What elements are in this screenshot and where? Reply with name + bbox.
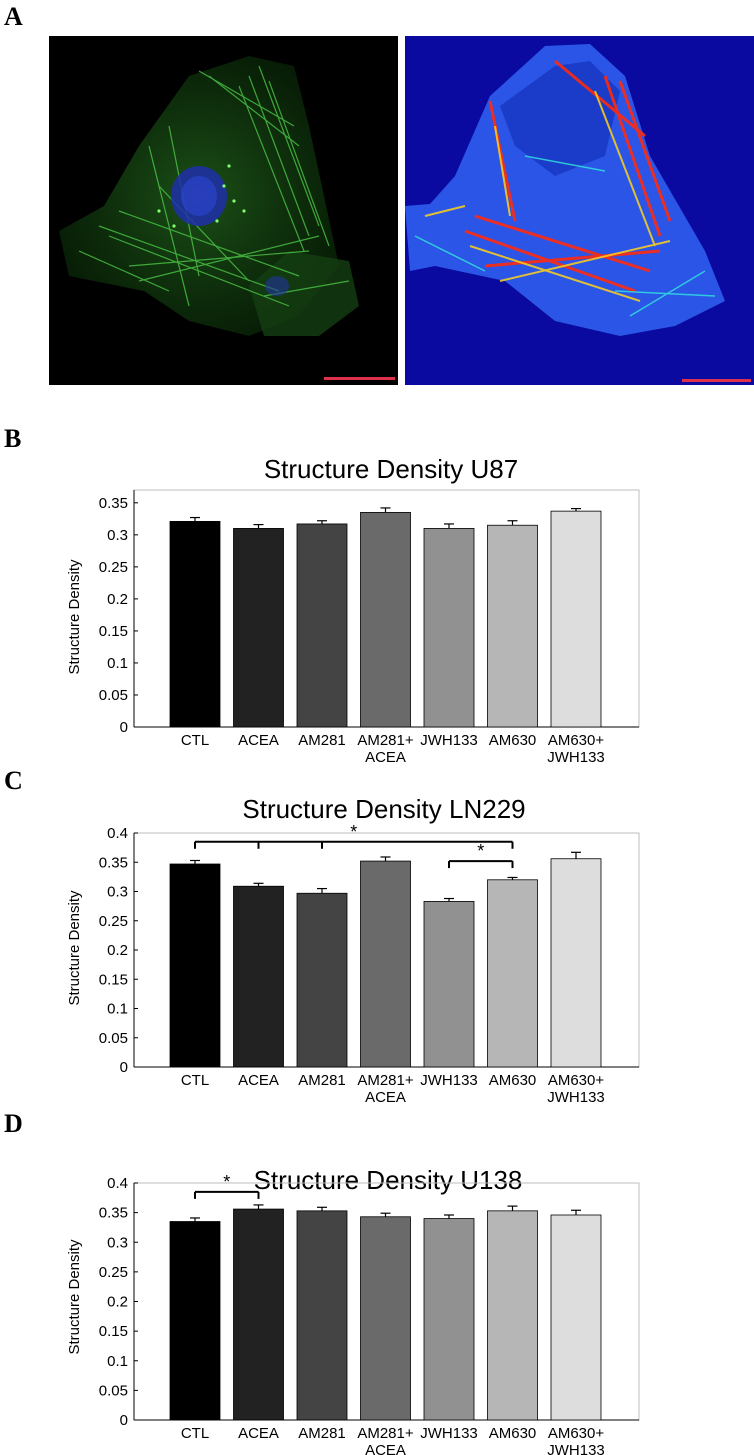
x-tick-label: AM630	[489, 1425, 537, 1442]
bar	[233, 1208, 284, 1421]
y-axis-label: Structure Density	[66, 559, 83, 675]
bar	[550, 858, 602, 1068]
bar	[169, 520, 221, 728]
bar	[169, 863, 221, 1068]
y-tick-label: 0.25	[99, 559, 128, 576]
x-tick-label: JWH133	[420, 1072, 478, 1089]
bar	[487, 1210, 538, 1421]
x-tick-label: ACEA	[238, 732, 279, 749]
bar	[169, 1221, 221, 1421]
bar	[233, 528, 284, 728]
y-tick-label: 0.3	[107, 1234, 128, 1251]
y-tick-label: 0.4	[107, 1175, 128, 1192]
y-tick-label: 0.35	[99, 854, 128, 871]
bar	[423, 528, 475, 728]
x-tick-label: CTL	[181, 1072, 209, 1089]
significance-star: *	[350, 822, 357, 842]
chart-title: Structure Density U138	[254, 1165, 523, 1195]
y-tick-label: 0.1	[107, 655, 128, 672]
bar	[487, 879, 538, 1068]
chart-title: Structure Density U87	[264, 454, 518, 484]
y-tick-label: 0.2	[107, 1294, 128, 1311]
x-tick-label: ACEA	[238, 1425, 279, 1442]
bar	[487, 524, 538, 728]
bar	[550, 1214, 602, 1421]
x-tick-label: AM281+ ACEA	[357, 1072, 414, 1106]
panel-label-c: C	[4, 766, 23, 795]
y-tick-label: 0	[120, 719, 128, 736]
x-tick-label: JWH133	[420, 732, 478, 749]
bar-chart-ln229: Structure Density LN229 Structure Densit…	[66, 794, 640, 1106]
x-tick-label: AM281	[298, 732, 346, 749]
bar	[360, 1216, 411, 1421]
x-tick-label: AM630+ JWH133	[547, 1425, 605, 1455]
y-tick-label: 0.05	[99, 687, 128, 704]
panel-label-a: A	[4, 2, 23, 31]
bar	[550, 510, 602, 728]
y-tick-label: 0	[120, 1412, 128, 1429]
bar	[423, 901, 475, 1068]
x-tick-label: AM630	[489, 1072, 537, 1089]
bar	[233, 885, 284, 1068]
significance-star: *	[223, 1172, 230, 1192]
panel-label-d: D	[4, 1109, 23, 1138]
y-axis-label: Structure Density	[66, 890, 83, 1006]
y-tick-label: 0.3	[107, 527, 128, 544]
x-tick-label: AM281	[298, 1425, 346, 1442]
structure-density-heatmap	[405, 36, 754, 385]
x-tick-label: JWH133	[420, 1425, 478, 1442]
y-tick-label: 0.25	[99, 913, 128, 930]
y-tick-label: 0.2	[107, 591, 128, 608]
y-tick-label: 0.15	[99, 623, 128, 640]
bar	[360, 860, 411, 1068]
x-tick-label: CTL	[181, 1425, 209, 1442]
y-tick-label: 0.05	[99, 1030, 128, 1047]
x-tick-label: AM630+ JWH133	[547, 732, 605, 766]
y-axis-label: Structure Density	[66, 1239, 83, 1355]
y-tick-label: 0.3	[107, 884, 128, 901]
y-tick-label: 0.15	[99, 971, 128, 988]
x-tick-label: AM281+ ACEA	[357, 1425, 414, 1455]
y-tick-label: 0.35	[99, 1205, 128, 1222]
y-tick-label: 0	[120, 1059, 128, 1076]
y-tick-label: 0.35	[99, 495, 128, 512]
fluorescence-micrograph	[49, 36, 398, 385]
y-tick-label: 0.1	[107, 1001, 128, 1018]
y-tick-label: 0.05	[99, 1382, 128, 1399]
x-tick-label: ACEA	[238, 1072, 279, 1089]
x-tick-label: AM630	[489, 732, 537, 749]
y-tick-label: 0.2	[107, 942, 128, 959]
y-tick-label: 0.15	[99, 1323, 128, 1340]
x-tick-label: AM630+ JWH133	[547, 1072, 605, 1106]
y-tick-label: 0.4	[107, 825, 128, 842]
panel-label-b: B	[4, 424, 22, 453]
bar	[296, 1210, 348, 1421]
bar	[360, 512, 411, 728]
x-tick-label: CTL	[181, 732, 209, 749]
chart-title: Structure Density LN229	[242, 794, 525, 824]
x-tick-label: AM281	[298, 1072, 346, 1089]
x-tick-label: AM281+ ACEA	[357, 732, 414, 766]
bar	[423, 1218, 475, 1421]
bar-chart-u138: Structure Density U138 Structure Density…	[66, 1165, 640, 1455]
bar	[296, 892, 348, 1068]
bar-chart-u87: Structure Density U87 Structure Density …	[66, 454, 640, 766]
bar	[296, 523, 348, 728]
y-tick-label: 0.25	[99, 1264, 128, 1281]
y-tick-label: 0.1	[107, 1353, 128, 1370]
significance-star: *	[477, 841, 484, 861]
